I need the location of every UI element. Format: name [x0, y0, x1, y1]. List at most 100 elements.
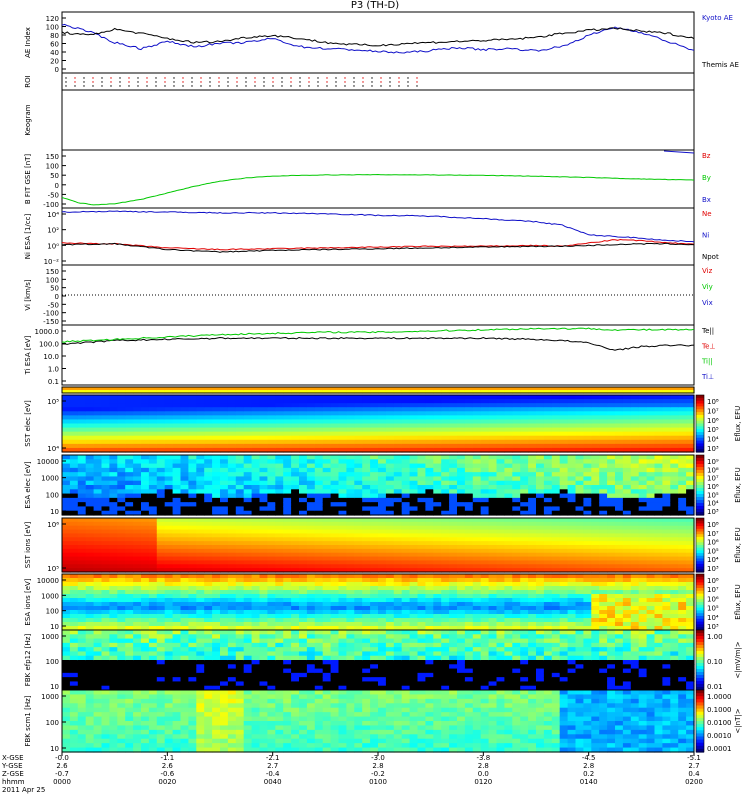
- sst_i-cell: [433, 560, 442, 565]
- sst_i-cell: [433, 525, 442, 531]
- esa_e-cell: [370, 476, 379, 482]
- sst_i-cell: [204, 521, 213, 527]
- sst_i-cell: [638, 525, 648, 531]
- sst_e-cell: [512, 443, 521, 449]
- esa_i-cell: [180, 590, 189, 595]
- sst_i-cell: [251, 521, 261, 527]
- sst_i-cell: [441, 548, 450, 554]
- sst_e-cell: [417, 435, 426, 441]
- sst_i-cell: [133, 560, 142, 565]
- esa_e-cell: [93, 472, 103, 478]
- sst_i-cell: [330, 541, 340, 546]
- esa_i-cell: [583, 618, 592, 623]
- esa_i-cell: [551, 586, 561, 591]
- fbk_e-cell: [251, 630, 261, 635]
- sst_e-cell: [686, 407, 695, 412]
- bar-cell: [646, 387, 656, 391]
- esa_i-cell: [101, 574, 110, 579]
- bar-cell: [480, 390, 490, 394]
- sst_e-cell: [338, 439, 347, 445]
- esa_e-cell: [464, 455, 474, 460]
- esa_i-cell: [393, 586, 403, 591]
- esa_e-cell: [678, 480, 687, 486]
- sst_e-cell: [591, 427, 600, 433]
- sst_e-cell: [338, 431, 347, 437]
- esa_e-cell: [686, 472, 695, 478]
- esa_e-cell: [156, 472, 166, 478]
- esa_e-cell: [156, 463, 166, 469]
- sst_i-cell: [678, 525, 687, 531]
- fbk_e-cell: [77, 660, 87, 665]
- esa_e-cell: [425, 493, 434, 499]
- bar-cell: [85, 387, 95, 391]
- sst_e-cell: [417, 403, 426, 408]
- esa_e-cell: [385, 497, 395, 503]
- sst_e-cell: [496, 399, 505, 404]
- sst_i-cell: [425, 548, 434, 554]
- sst_i-cell: [575, 518, 584, 523]
- sst_e-cell: [464, 399, 474, 404]
- esa_e-cell: [480, 476, 490, 482]
- esa_i-cell: [417, 622, 426, 627]
- esa_i-cell: [291, 594, 300, 599]
- esa_e-cell: [220, 497, 229, 503]
- bar-cell: [449, 387, 458, 391]
- esa_i-cell: [646, 610, 656, 615]
- esa_i-cell: [196, 574, 205, 579]
- sst_e-cell: [551, 407, 561, 412]
- sst_i-cell: [93, 552, 103, 558]
- sst_i-cell: [172, 560, 182, 565]
- esa_i-cell: [370, 586, 379, 591]
- esa_i-cell: [575, 602, 584, 607]
- fbk_e-cell: [62, 668, 71, 674]
- esa_i-cell: [227, 618, 237, 623]
- sst_e-cell: [425, 427, 434, 433]
- esa_e-cell: [662, 455, 671, 460]
- sst_e-cell: [646, 407, 656, 412]
- esa_i-cell: [472, 598, 482, 603]
- esa_e-cell: [457, 480, 466, 486]
- esa_i-cell: [188, 574, 197, 579]
- sst_i-cell: [686, 568, 695, 573]
- esa_i-cell: [536, 606, 545, 611]
- esa_i-cell: [251, 578, 261, 583]
- sst_i-cell: [338, 548, 347, 554]
- fbk_e-cell: [212, 672, 221, 678]
- esa_i-cell: [425, 578, 434, 583]
- esa_i-cell: [220, 578, 229, 583]
- esa_e-cell: [62, 472, 71, 478]
- esa_i-cell: [536, 594, 545, 599]
- esa_i-cell: [615, 614, 624, 619]
- sst_i-cell: [243, 521, 253, 527]
- sst_i-cell: [449, 556, 458, 562]
- esa_e-cell: [464, 485, 474, 490]
- esa_e-cell: [69, 459, 79, 465]
- sst_e-cell: [227, 403, 237, 408]
- sst_e-cell: [164, 443, 174, 449]
- esa_i-cell: [543, 626, 553, 631]
- esa_e-cell: [172, 493, 182, 499]
- sst_e-cell: [125, 439, 134, 445]
- sst_e-cell: [646, 439, 656, 445]
- sst_e-cell: [615, 407, 624, 412]
- esa_i-cell: [559, 598, 569, 603]
- esa_i-cell: [670, 586, 679, 591]
- sst_e-cell: [133, 407, 142, 412]
- sst_i-cell: [291, 537, 300, 542]
- esa_e-cell: [251, 463, 261, 469]
- esa_i-cell: [441, 602, 450, 607]
- esa_e-cell: [109, 506, 118, 512]
- esa_i-cell: [441, 622, 450, 627]
- esa_i-cell: [441, 582, 450, 587]
- sst_i-cell: [117, 521, 126, 527]
- esa_i-cell: [235, 626, 245, 631]
- esa_e-cell: [512, 455, 521, 460]
- fbk_e-cell: [125, 672, 134, 678]
- sst_i-cell: [69, 564, 79, 569]
- esa_e-cell: [504, 489, 513, 495]
- sst_i-cell: [267, 568, 276, 573]
- esa_i-cell: [433, 574, 442, 579]
- sst_i-cell: [172, 556, 182, 562]
- sst_i-cell: [662, 541, 671, 546]
- esa_e-cell: [188, 476, 197, 482]
